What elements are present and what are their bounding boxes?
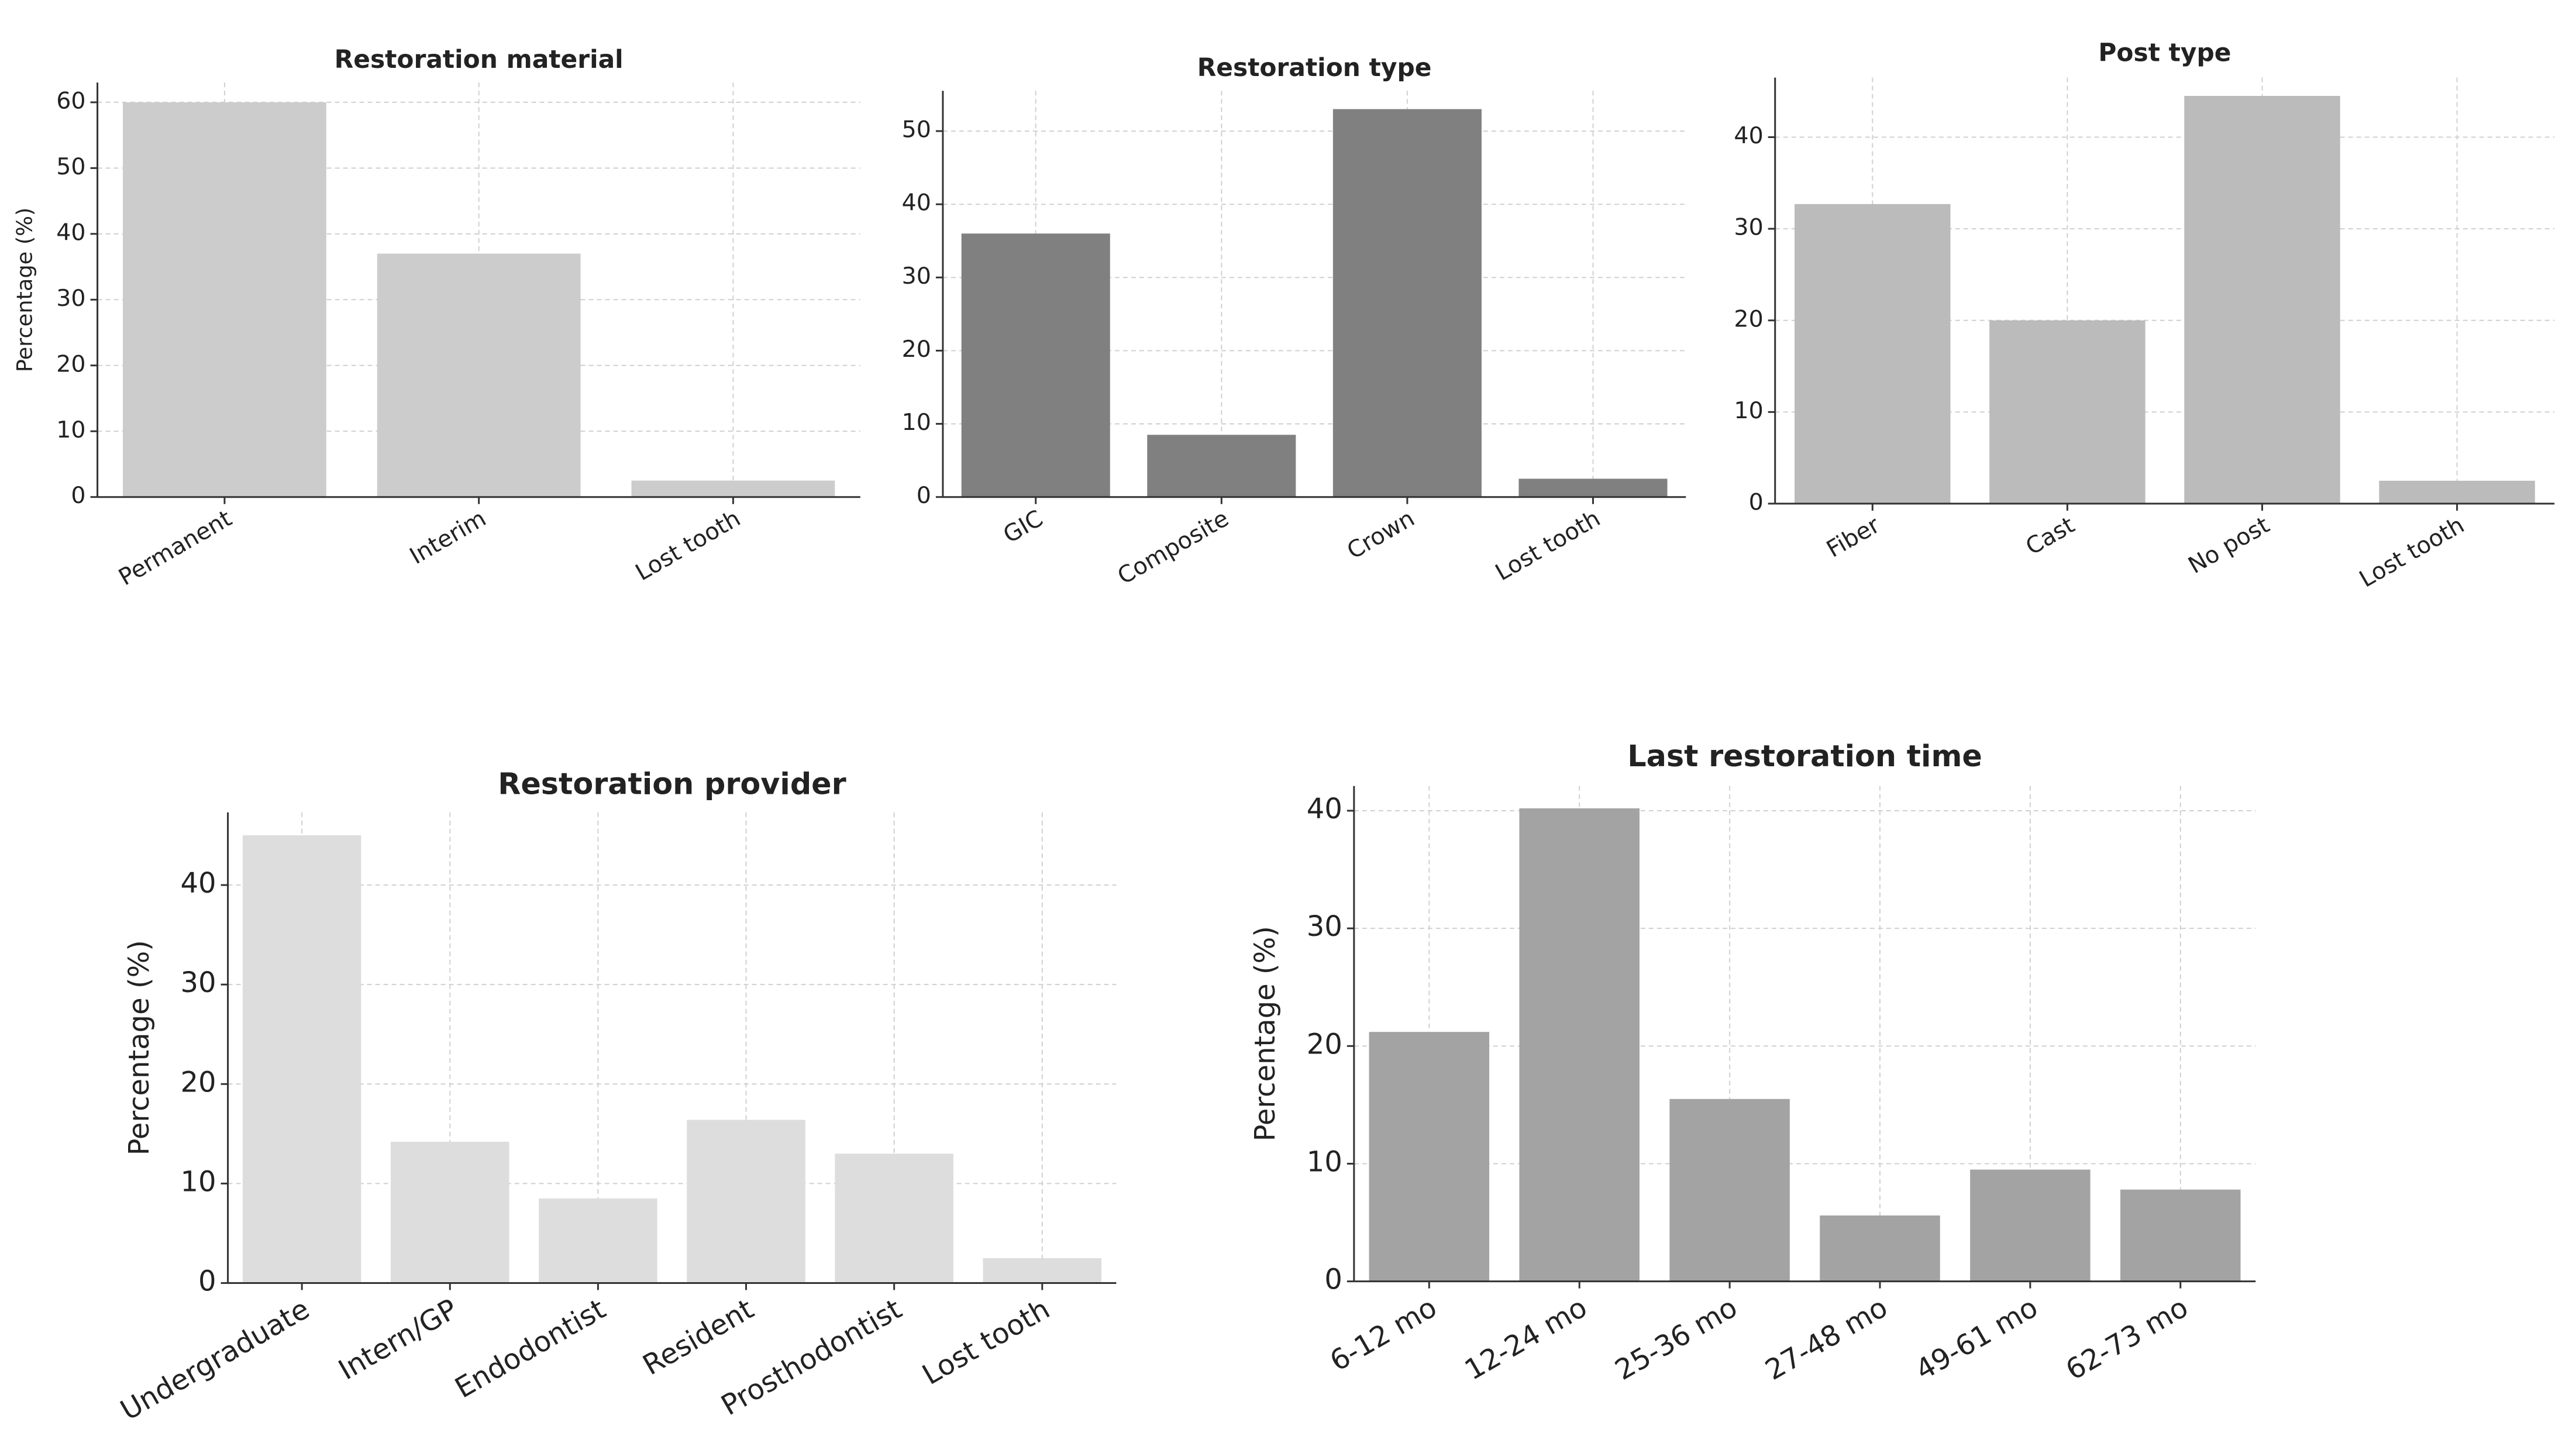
y-tick-label: 20	[902, 336, 931, 363]
y-tick-label: 10	[1734, 397, 1763, 424]
x-tick-label: 12-24 mo	[1459, 1291, 1593, 1387]
y-tick-label: 10	[1307, 1145, 1342, 1178]
y-tick-label: 0	[1749, 489, 1764, 516]
y-tick-label: 30	[902, 263, 931, 290]
x-tick-label: Endodontist	[450, 1293, 611, 1405]
bar	[539, 1198, 657, 1283]
y-tick-label: 0	[71, 482, 85, 509]
bar	[2120, 1189, 2241, 1282]
bar	[1970, 1169, 2091, 1282]
bar	[1147, 435, 1296, 497]
y-tick-label: 30	[1734, 214, 1763, 241]
x-tick-label: Undergraduate	[115, 1293, 315, 1427]
y-tick-label: 20	[1734, 305, 1763, 332]
y-tick-label: 20	[181, 1066, 216, 1098]
chart-title: Restoration material	[335, 45, 624, 74]
bar	[377, 253, 581, 497]
y-tick-label: 0	[917, 482, 931, 509]
x-tick-label: Intern/GP	[333, 1293, 463, 1387]
x-tick-label: Composite	[1113, 505, 1234, 590]
y-tick-label: 40	[56, 219, 85, 246]
y-tick-label: 30	[56, 285, 85, 312]
bar	[1989, 320, 2145, 504]
x-tick-label: Crown	[1342, 505, 1419, 564]
y-tick-label: 40	[902, 190, 931, 216]
x-tick-label: GIC	[998, 505, 1048, 549]
y-tick-label: 10	[902, 409, 931, 436]
bar	[1332, 109, 1482, 497]
bar	[1795, 204, 1951, 504]
y-tick-label: 0	[1324, 1263, 1342, 1296]
bar	[1518, 478, 1668, 497]
x-tick-label: Permanent	[114, 505, 236, 591]
chart-title: Restoration provider	[498, 767, 846, 801]
x-tick-label: Lost tooth	[1491, 505, 1605, 586]
x-tick-label: Lost tooth	[917, 1293, 1056, 1392]
x-tick-label: Fiber	[1822, 511, 1885, 563]
bar	[631, 480, 835, 497]
y-tick-label: 60	[56, 87, 85, 114]
y-tick-label: 50	[56, 153, 85, 180]
bar	[983, 1258, 1102, 1283]
bar	[1820, 1215, 1940, 1282]
bar	[687, 1120, 805, 1283]
bar	[1669, 1098, 1790, 1282]
chart-title: Post type	[2098, 39, 2231, 67]
y-tick-label: 50	[902, 116, 931, 143]
y-axis-label: Percentage (%)	[12, 208, 37, 373]
x-tick-label: 49-61 mo	[1910, 1291, 2044, 1387]
x-tick-label: 25-36 mo	[1610, 1291, 1743, 1387]
x-tick-label: Lost tooth	[2355, 512, 2469, 593]
y-tick-label: 20	[1307, 1028, 1342, 1060]
x-tick-label: Lost tooth	[631, 505, 745, 586]
bar	[242, 835, 361, 1283]
x-tick-label: Resident	[638, 1293, 759, 1382]
bar	[1519, 808, 1640, 1282]
y-tick-label: 10	[56, 416, 85, 443]
y-tick-label: 20	[56, 350, 85, 377]
bar	[123, 102, 326, 497]
y-tick-label: 40	[1307, 793, 1342, 825]
x-tick-label: 62-73 mo	[2060, 1291, 2193, 1387]
bar	[961, 233, 1110, 497]
x-tick-label: 27-48 mo	[1760, 1291, 1893, 1387]
y-tick-label: 40	[1734, 122, 1763, 149]
x-tick-label: 6-12 mo	[1324, 1291, 1442, 1378]
x-tick-label: No post	[2184, 512, 2274, 580]
x-tick-label: Interim	[405, 505, 491, 570]
chart-title: Restoration type	[1197, 53, 1432, 82]
bar	[1369, 1032, 1490, 1282]
y-tick-label: 30	[181, 966, 216, 999]
bar	[2184, 96, 2340, 504]
chart-title: Last restoration time	[1627, 739, 1982, 773]
y-tick-label: 30	[1307, 910, 1342, 943]
x-tick-label: Cast	[2021, 512, 2079, 561]
y-tick-label: 0	[198, 1265, 216, 1297]
y-axis-label: Percentage (%)	[123, 940, 156, 1155]
bar	[835, 1153, 953, 1283]
y-tick-label: 10	[181, 1165, 216, 1198]
bar	[391, 1141, 509, 1283]
y-axis-label: Percentage (%)	[1249, 926, 1282, 1141]
y-tick-label: 40	[181, 867, 216, 900]
bar	[2379, 480, 2535, 504]
